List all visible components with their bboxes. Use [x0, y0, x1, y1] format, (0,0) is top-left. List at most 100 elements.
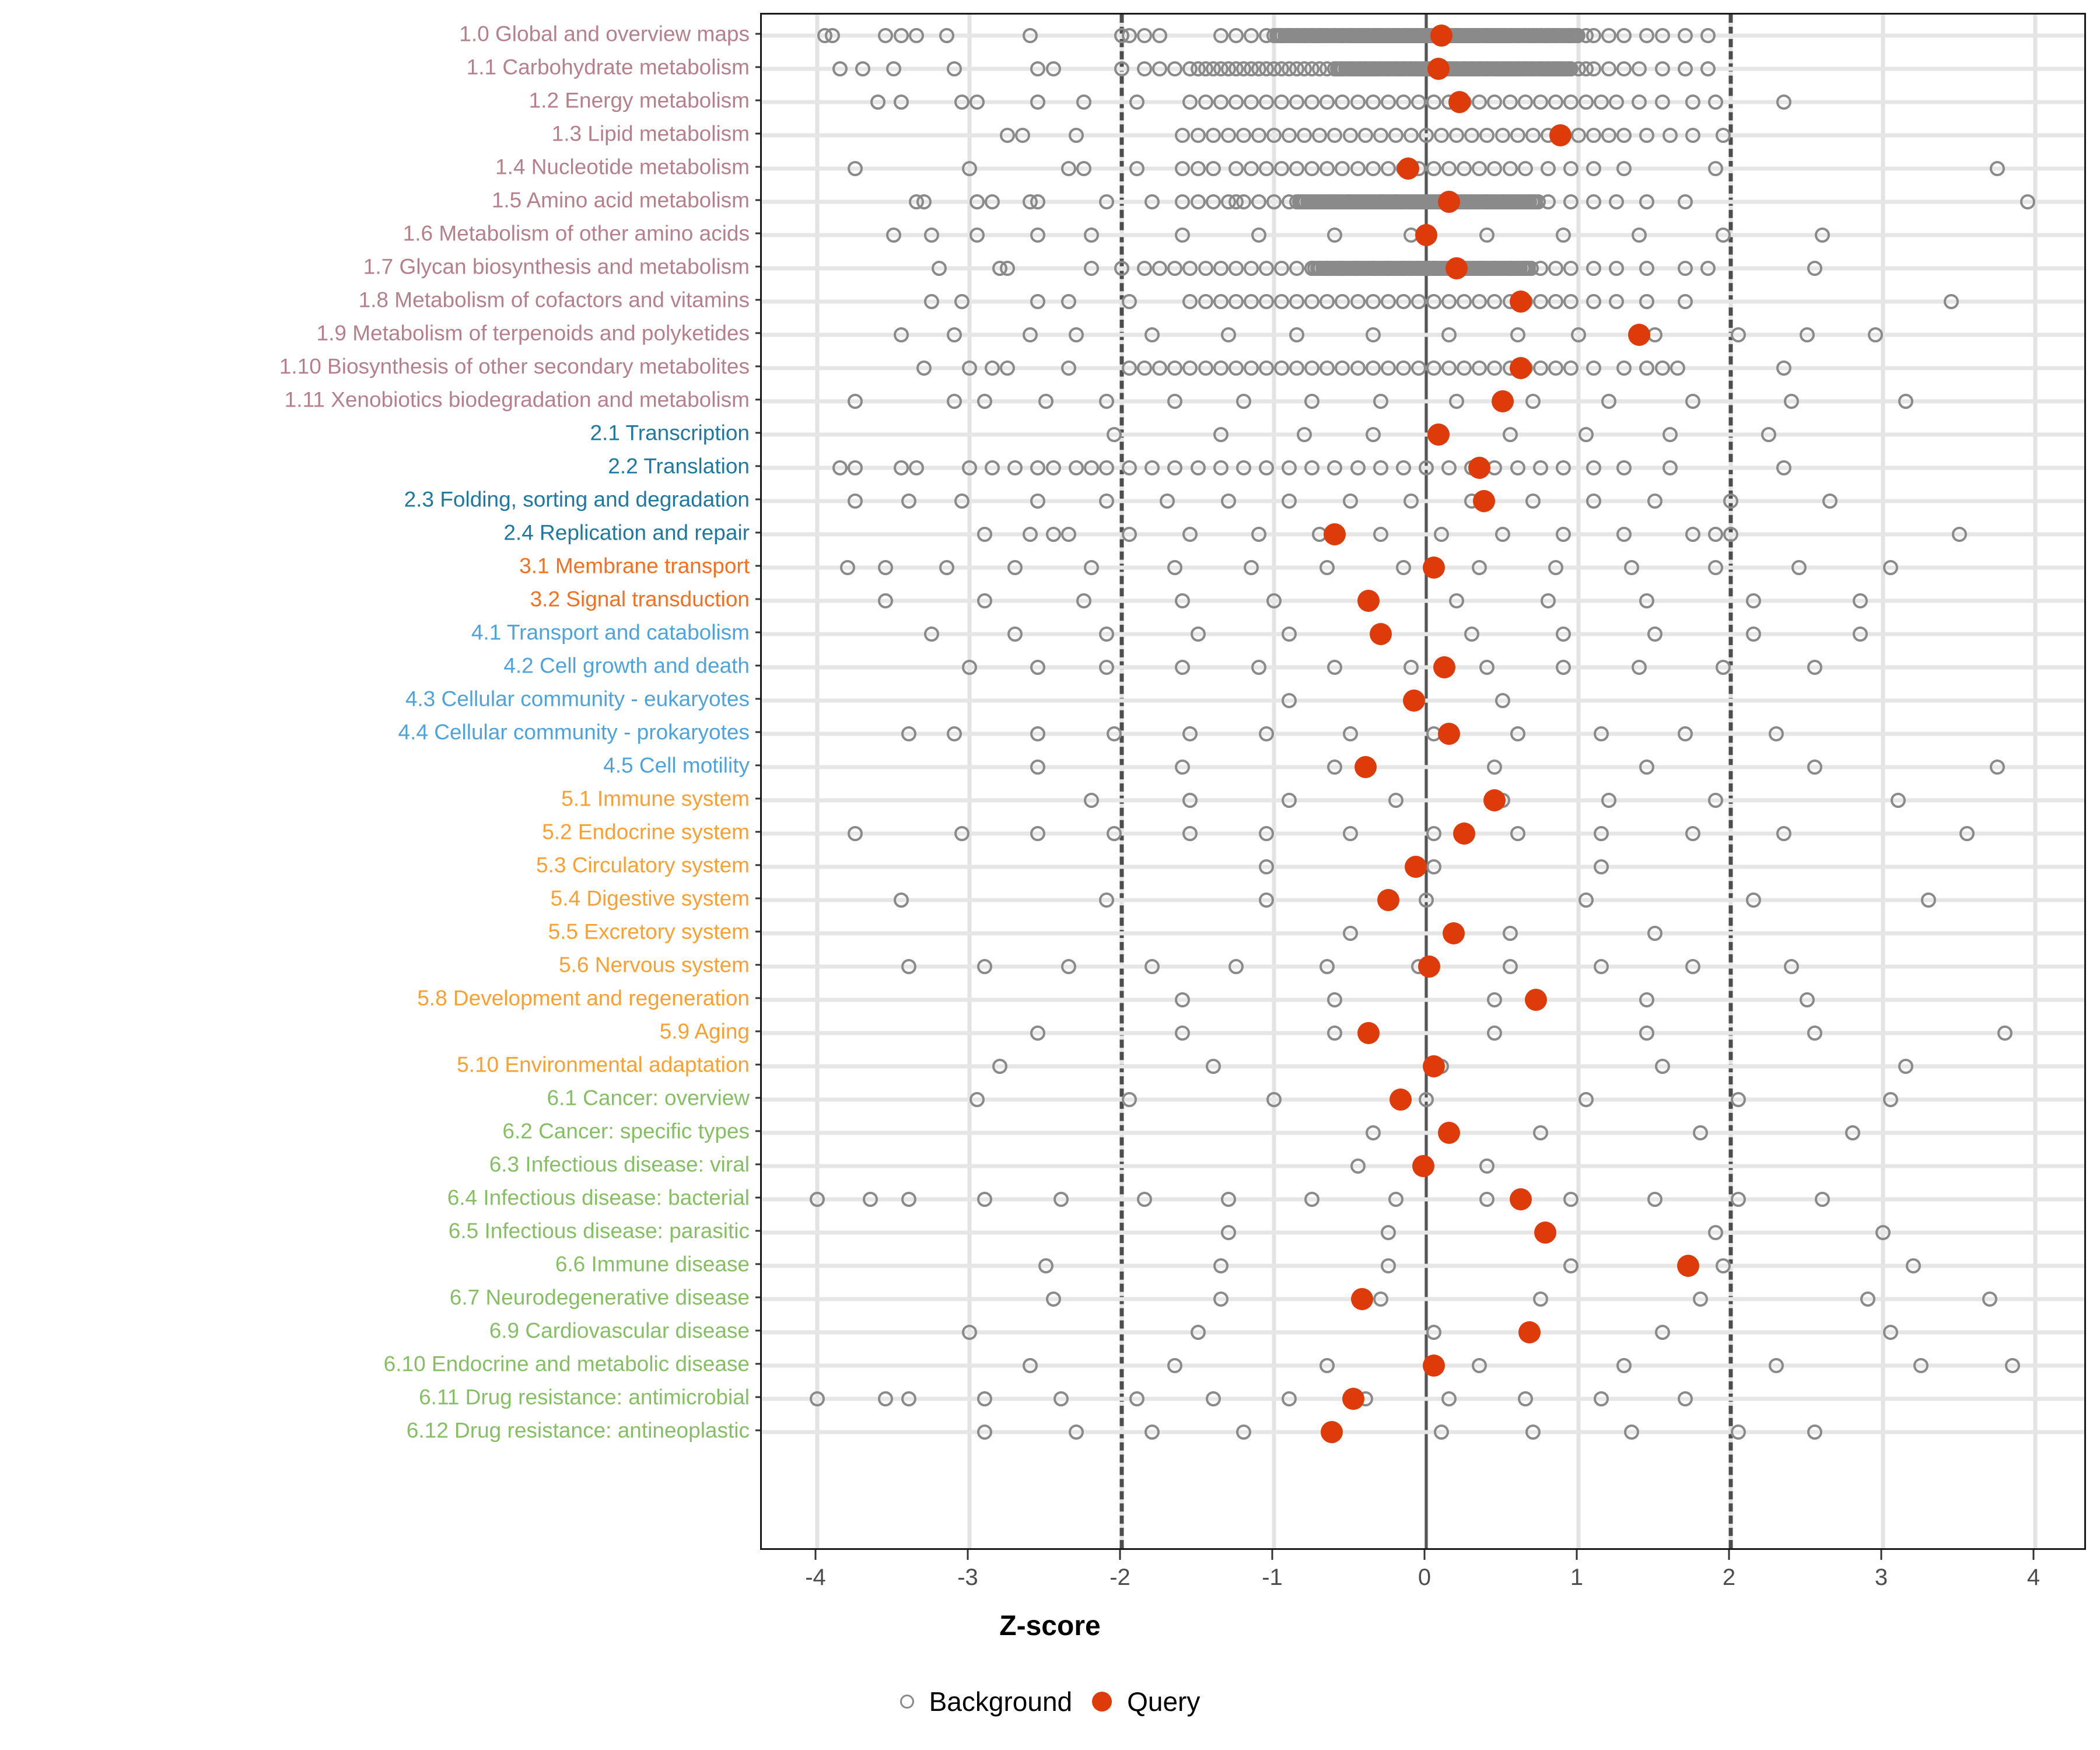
query-point[interactable]	[1412, 1155, 1434, 1177]
query-point[interactable]	[1448, 91, 1471, 113]
background-point	[901, 726, 916, 741]
background-point	[1365, 161, 1381, 176]
background-point	[1357, 194, 1373, 209]
background-point	[962, 360, 977, 376]
query-point[interactable]	[1509, 357, 1532, 379]
y-axis-label-1-3: 1.3 Lipid metabolism	[551, 121, 750, 146]
background-point	[1030, 94, 1046, 110]
query-point[interactable]	[1389, 1088, 1412, 1111]
background-point	[1373, 460, 1388, 475]
background-point	[1282, 693, 1297, 708]
query-point[interactable]	[1491, 390, 1514, 412]
x-axis-tick	[967, 1550, 969, 1560]
query-point[interactable]	[1442, 922, 1465, 944]
background-point	[1198, 294, 1213, 309]
query-point[interactable]	[1357, 1022, 1380, 1044]
x-axis-tick	[1728, 1550, 1730, 1560]
background-point	[1525, 128, 1541, 143]
query-point[interactable]	[1628, 324, 1651, 346]
background-point	[1426, 826, 1442, 841]
background-point	[1243, 560, 1259, 575]
query-point[interactable]	[1418, 956, 1441, 978]
background-point	[1144, 460, 1160, 475]
query-point[interactable]	[1369, 623, 1392, 645]
query-point[interactable]	[1549, 124, 1572, 146]
query-point[interactable]	[1396, 158, 1419, 180]
background-point	[1342, 826, 1358, 841]
query-point[interactable]	[1415, 224, 1437, 246]
background-point	[1563, 294, 1578, 309]
query-point[interactable]	[1438, 1122, 1461, 1144]
query-point[interactable]	[1676, 1255, 1699, 1277]
query-point[interactable]	[1351, 1288, 1374, 1310]
horizontal-gridline	[762, 765, 2084, 769]
query-point[interactable]	[1342, 1388, 1364, 1410]
background-point	[1182, 294, 1198, 309]
query-point[interactable]	[1534, 1222, 1556, 1244]
background-point	[1030, 826, 1046, 841]
background-point	[1982, 1292, 1997, 1307]
query-point[interactable]	[1423, 1055, 1446, 1077]
legend-item-query[interactable]: Query	[1092, 1686, 1200, 1717]
background-point	[1015, 128, 1031, 143]
background-point	[1548, 94, 1563, 110]
query-point[interactable]	[1438, 723, 1461, 745]
vertical-gridline	[2033, 15, 2038, 1548]
background-point	[1327, 992, 1343, 1007]
x-axis-tick-label: -1	[1262, 1564, 1283, 1590]
query-point[interactable]	[1473, 490, 1496, 512]
query-point[interactable]	[1377, 889, 1399, 911]
background-point	[1639, 593, 1655, 608]
background-point	[1030, 194, 1046, 209]
query-point[interactable]	[1509, 1188, 1532, 1210]
query-point[interactable]	[1427, 424, 1450, 446]
background-point	[1532, 294, 1548, 309]
background-point	[1098, 460, 1114, 475]
background-point	[1304, 261, 1320, 276]
x-axis-title: Z-score	[999, 1611, 1101, 1642]
query-point[interactable]	[1524, 989, 1547, 1011]
y-axis-label-6-9: 6.9 Cardiovascular disease	[489, 1318, 750, 1343]
background-point	[1152, 61, 1168, 76]
background-point	[1373, 394, 1388, 409]
query-point[interactable]	[1403, 690, 1426, 712]
query-point[interactable]	[1324, 523, 1346, 545]
background-point	[1083, 228, 1099, 243]
query-point[interactable]	[1404, 856, 1427, 878]
background-point	[1053, 1192, 1069, 1207]
query-point[interactable]	[1427, 58, 1450, 80]
background-point	[1266, 593, 1282, 608]
y-axis-tick	[755, 1429, 764, 1432]
query-point[interactable]	[1453, 822, 1476, 845]
query-point[interactable]	[1357, 590, 1380, 612]
query-point[interactable]	[1430, 24, 1453, 47]
background-point	[1510, 826, 1525, 841]
background-point	[1487, 360, 1503, 376]
query-point[interactable]	[1423, 1354, 1446, 1377]
query-point[interactable]	[1483, 789, 1506, 811]
background-point	[1891, 793, 1906, 808]
query-point[interactable]	[1468, 457, 1491, 479]
query-point[interactable]	[1446, 257, 1468, 279]
background-point	[1883, 1325, 1899, 1340]
query-point[interactable]	[1354, 756, 1377, 778]
horizontal-gridline	[762, 1031, 2084, 1035]
query-point[interactable]	[1433, 656, 1456, 678]
query-point[interactable]	[1423, 556, 1446, 579]
background-point	[1601, 793, 1617, 808]
background-point	[1479, 1158, 1495, 1174]
background-point	[1616, 460, 1632, 475]
background-point	[1274, 261, 1290, 276]
background-point	[1060, 959, 1076, 974]
query-point[interactable]	[1509, 290, 1532, 313]
background-point	[1403, 494, 1419, 509]
query-point[interactable]	[1438, 191, 1461, 213]
background-point	[1479, 228, 1495, 243]
query-point[interactable]	[1518, 1321, 1541, 1343]
background-point	[1007, 560, 1023, 575]
query-point[interactable]	[1321, 1421, 1343, 1443]
background-point	[1685, 959, 1700, 974]
background-point	[1243, 261, 1259, 276]
legend-item-background[interactable]: Background	[900, 1686, 1072, 1717]
horizontal-gridline	[762, 831, 2084, 836]
